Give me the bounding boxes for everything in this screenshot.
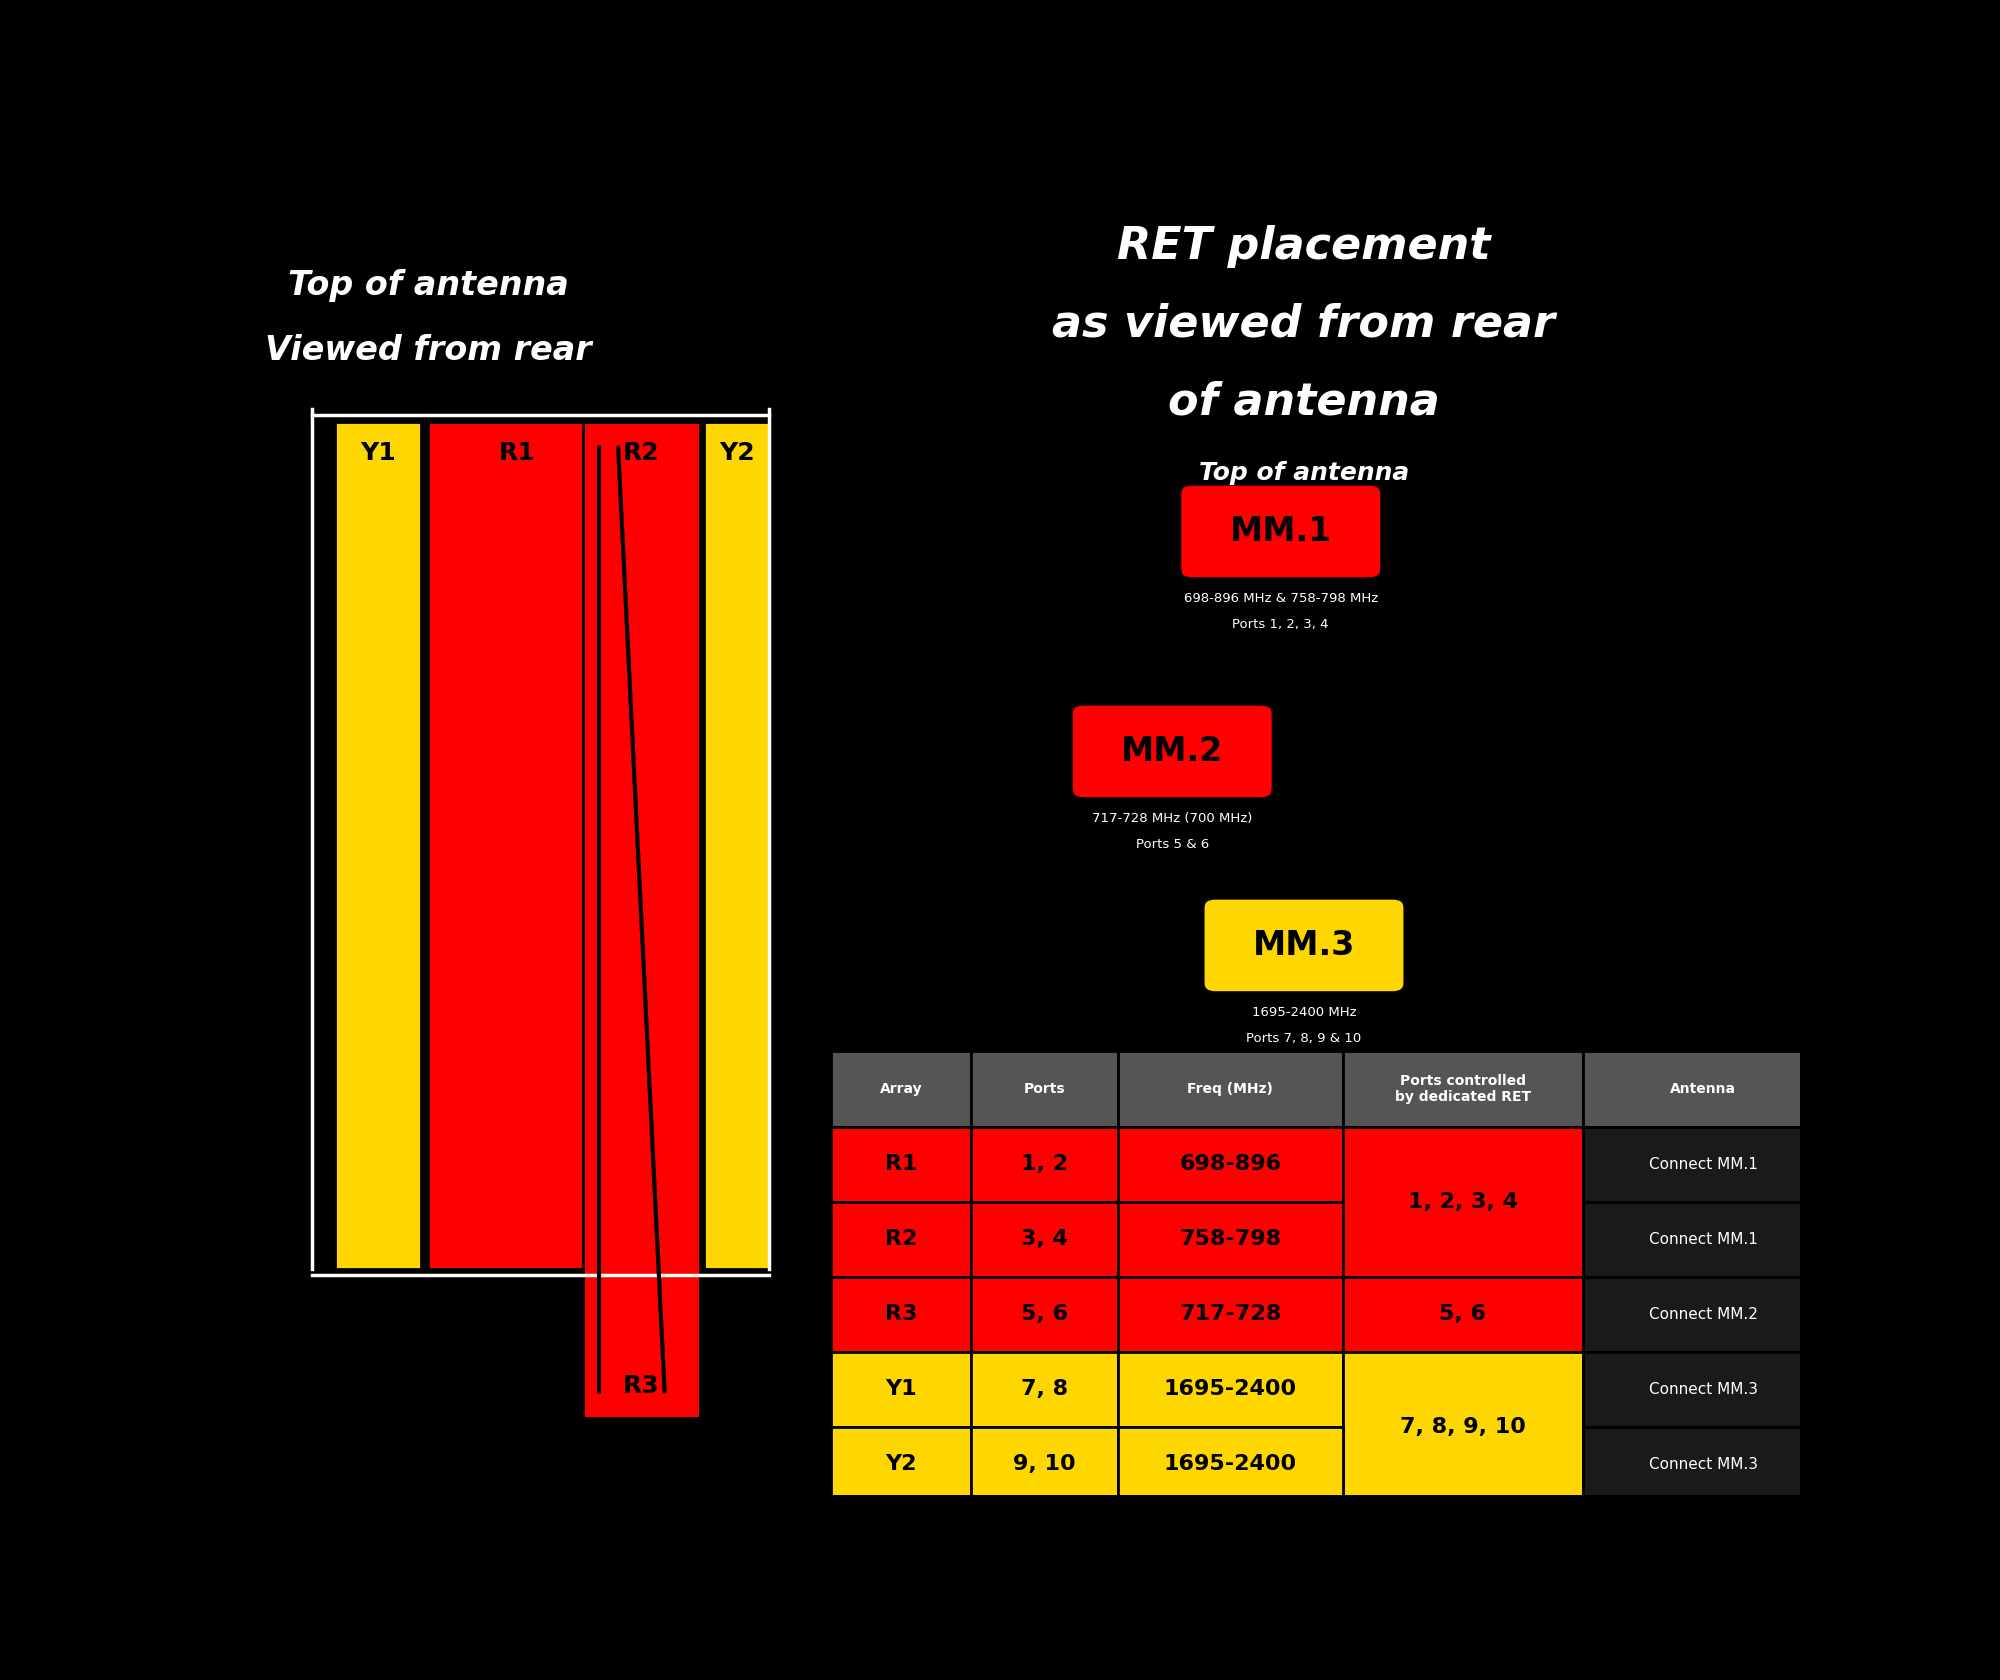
Text: 7, 8, 9, 10: 7, 8, 9, 10	[1400, 1416, 1526, 1436]
Bar	[832, 1426, 970, 1502]
Text: as viewed from rear: as viewed from rear	[1052, 302, 1556, 346]
Text: of antenna: of antenna	[1168, 381, 1440, 423]
Bar	[1118, 1201, 1342, 1277]
Text: Viewed from rear: Viewed from rear	[264, 334, 592, 366]
Bar	[970, 1426, 1118, 1502]
Text: Ports 5 & 6: Ports 5 & 6	[1136, 838, 1208, 852]
Text: 5, 6: 5, 6	[1020, 1304, 1068, 1324]
Bar	[832, 1052, 970, 1127]
Text: R3: R3	[624, 1374, 660, 1398]
Bar	[1584, 1277, 1824, 1352]
Bar	[1342, 1352, 1584, 1502]
Bar	[704, 422, 770, 1268]
Bar	[584, 422, 700, 1418]
Text: R1: R1	[884, 1154, 918, 1174]
Text: 7, 8: 7, 8	[1020, 1379, 1068, 1399]
Bar	[428, 422, 606, 1268]
Bar	[336, 422, 420, 1268]
Text: 1695-2400: 1695-2400	[1164, 1379, 1296, 1399]
Text: Ports 1, 2, 3, 4: Ports 1, 2, 3, 4	[1232, 618, 1328, 632]
Text: MM.1: MM.1	[1230, 516, 1332, 548]
Text: Connect MM.3: Connect MM.3	[1648, 1381, 1758, 1396]
Bar	[1584, 1201, 1824, 1277]
Text: Y2: Y2	[886, 1455, 916, 1473]
Bar	[1342, 1277, 1584, 1352]
Text: R2: R2	[884, 1230, 918, 1248]
Text: 717-728 MHz (700 MHz): 717-728 MHz (700 MHz)	[1092, 811, 1252, 825]
Text: Connect MM.1: Connect MM.1	[1648, 1231, 1758, 1247]
Bar	[970, 1277, 1118, 1352]
Text: 9, 10: 9, 10	[1014, 1455, 1076, 1473]
Bar	[1118, 1352, 1342, 1426]
FancyBboxPatch shape	[1180, 484, 1382, 580]
Text: Connect MM.1: Connect MM.1	[1648, 1156, 1758, 1171]
Bar	[1584, 1352, 1824, 1426]
Text: 698-896 MHz & 758-798 MHz: 698-896 MHz & 758-798 MHz	[1184, 593, 1378, 605]
Text: Ports 7, 8, 9 & 10: Ports 7, 8, 9 & 10	[1246, 1032, 1362, 1045]
Text: Freq (MHz): Freq (MHz)	[1188, 1082, 1274, 1095]
Text: Array: Array	[880, 1082, 922, 1095]
Text: R1: R1	[500, 440, 536, 465]
Bar	[1118, 1426, 1342, 1502]
Text: 3, 4: 3, 4	[1020, 1230, 1068, 1248]
Text: Ports controlled
by dedicated RET: Ports controlled by dedicated RET	[1394, 1074, 1530, 1104]
Text: Antenna: Antenna	[1670, 1082, 1736, 1095]
FancyBboxPatch shape	[1070, 704, 1274, 800]
Bar	[832, 1127, 970, 1201]
Text: 1695-2400: 1695-2400	[1164, 1455, 1296, 1473]
Bar	[970, 1352, 1118, 1426]
Text: Top of antenna: Top of antenna	[288, 269, 568, 302]
Bar	[1342, 1127, 1584, 1277]
Text: 1695-2400 MHz: 1695-2400 MHz	[1252, 1006, 1356, 1020]
Bar	[1584, 1426, 1824, 1502]
Text: MM.3: MM.3	[1252, 929, 1356, 963]
Text: Top of antenna: Top of antenna	[1198, 462, 1410, 486]
Text: R3: R3	[884, 1304, 918, 1324]
Text: Y1: Y1	[360, 440, 396, 465]
Text: R2: R2	[624, 440, 660, 465]
Bar	[970, 1201, 1118, 1277]
Bar	[970, 1052, 1118, 1127]
Text: RET placement: RET placement	[1118, 225, 1490, 269]
Text: 1, 2: 1, 2	[1020, 1154, 1068, 1174]
FancyBboxPatch shape	[1202, 897, 1406, 993]
Bar	[1342, 1052, 1584, 1127]
Text: 1, 2, 3, 4: 1, 2, 3, 4	[1408, 1191, 1518, 1211]
Bar	[1584, 1052, 1824, 1127]
Text: 717-728: 717-728	[1180, 1304, 1282, 1324]
Text: Y2: Y2	[720, 440, 756, 465]
Bar	[1118, 1277, 1342, 1352]
Bar	[1118, 1052, 1342, 1127]
Text: Connect MM.3: Connect MM.3	[1648, 1457, 1758, 1472]
Text: MM.2: MM.2	[1122, 734, 1224, 768]
Bar	[832, 1277, 970, 1352]
Text: Ports: Ports	[1024, 1082, 1066, 1095]
Text: Connect MM.2: Connect MM.2	[1648, 1307, 1758, 1322]
Bar	[970, 1127, 1118, 1201]
Text: 698-896: 698-896	[1180, 1154, 1282, 1174]
Bar	[1584, 1127, 1824, 1201]
Bar	[1118, 1127, 1342, 1201]
Text: Y1: Y1	[886, 1379, 916, 1399]
Bar	[832, 1201, 970, 1277]
Text: 5, 6: 5, 6	[1440, 1304, 1486, 1324]
Bar	[832, 1352, 970, 1426]
Text: 758-798: 758-798	[1180, 1230, 1282, 1248]
